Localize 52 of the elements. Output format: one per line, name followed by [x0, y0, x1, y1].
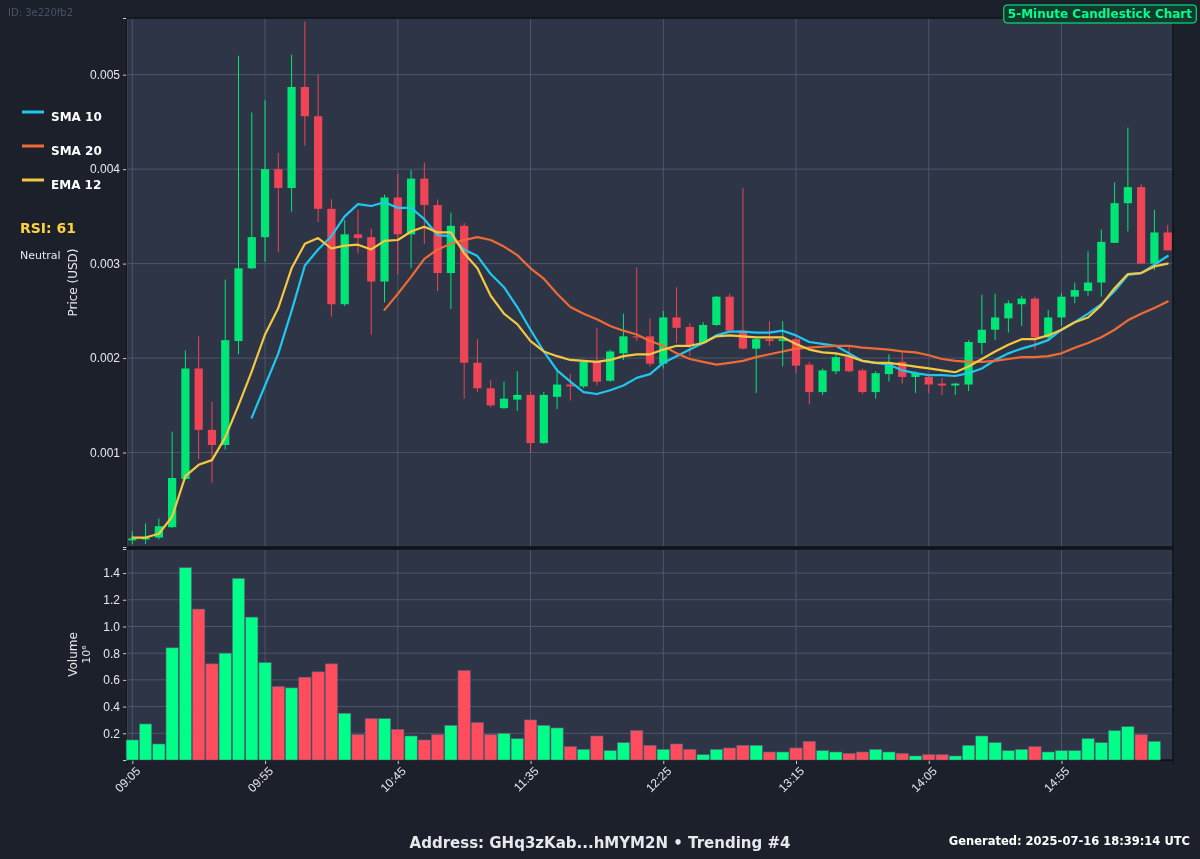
legend-label: EMA 12	[51, 178, 102, 192]
y-tick-label: 0.6	[103, 673, 121, 688]
candlestick	[552, 367, 562, 410]
candlestick	[1070, 282, 1079, 304]
y-tick-label: 0.004	[89, 162, 121, 177]
candlestick	[818, 367, 827, 396]
candlestick	[513, 370, 522, 412]
y-axis-title: Volume	[66, 632, 80, 677]
y-tick-label: 1.4	[103, 566, 121, 581]
candlestick	[765, 320, 774, 347]
text: Address: GHq3zKab...hMYM2N • Trending #4	[409, 834, 791, 852]
candlestick	[619, 313, 628, 361]
y-tick-label: 0.005	[89, 68, 121, 83]
candlestick	[871, 370, 880, 400]
legend-label: SMA 10	[51, 110, 102, 124]
y-tick-label: 0.001	[89, 445, 121, 460]
y-tick-label: 0.2	[103, 726, 121, 741]
text: Neutral	[20, 249, 61, 262]
candlestick	[1083, 250, 1093, 297]
chart-title: 5-Minute Candlestick Chart	[1007, 7, 1193, 21]
candlestick	[672, 286, 681, 344]
text: 10⁶	[80, 644, 93, 664]
candlestick	[499, 381, 509, 410]
y-tick-label: 0.003	[89, 256, 121, 271]
candlestick	[632, 266, 641, 342]
y-tick-label: 0.4	[103, 699, 121, 714]
y-tick-label: 1.2	[103, 593, 121, 608]
candlestick	[831, 353, 840, 375]
y-tick-label: 1.0	[103, 619, 121, 634]
candlestick	[991, 293, 1000, 341]
candlestick	[977, 294, 986, 355]
candlestick	[752, 336, 761, 394]
candlestick	[1004, 299, 1013, 334]
candlestick	[353, 209, 363, 254]
candlestick	[274, 152, 283, 253]
y-tick-label: 0.002	[89, 351, 121, 366]
y-axis-title: Price (USD)	[66, 248, 80, 317]
candlestick	[858, 367, 867, 395]
line-series	[383, 236, 1169, 366]
legend-label: SMA 20	[51, 144, 102, 158]
candlestick	[1057, 292, 1066, 327]
candlestick	[207, 401, 217, 484]
y-tick-label: 0.8	[103, 646, 121, 661]
candlestick	[1123, 127, 1132, 232]
text: RSI: 61	[20, 220, 77, 236]
text: Generated: 2025-07-16 18:39:14 UTC	[948, 834, 1190, 848]
candlestick	[486, 379, 495, 408]
candlestick	[845, 345, 854, 373]
candlestick	[685, 322, 694, 357]
text: ID: 3e220fb2	[8, 7, 74, 18]
line-series	[250, 201, 1169, 419]
candlestick	[1163, 224, 1172, 251]
